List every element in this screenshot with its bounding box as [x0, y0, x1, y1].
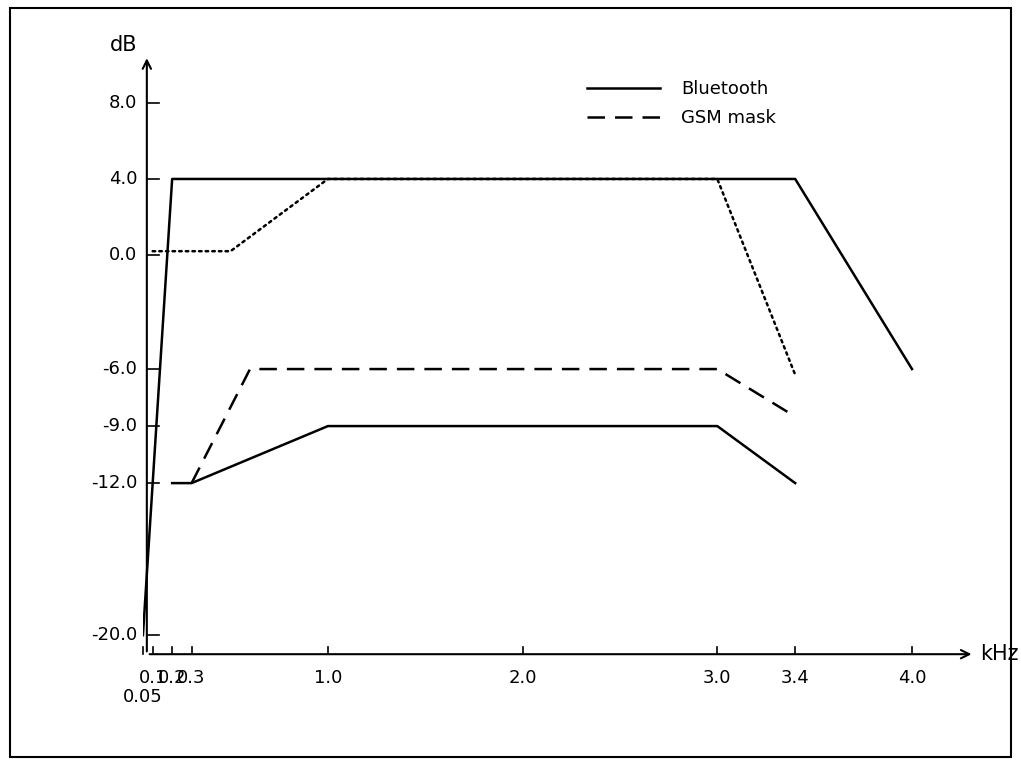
Text: -9.0: -9.0: [102, 417, 137, 435]
Text: 0.0: 0.0: [109, 246, 137, 264]
Legend: Bluetooth, GSM mask: Bluetooth, GSM mask: [587, 80, 776, 127]
Text: 3.0: 3.0: [703, 669, 732, 688]
Text: kHz: kHz: [980, 644, 1019, 664]
Text: 0.3: 0.3: [178, 669, 206, 688]
Text: 4.0: 4.0: [108, 170, 137, 188]
Text: 0.05: 0.05: [124, 688, 162, 706]
Text: 4.0: 4.0: [897, 669, 926, 688]
Text: dB: dB: [109, 35, 137, 55]
Text: 0.2: 0.2: [158, 669, 187, 688]
Text: 2.0: 2.0: [508, 669, 537, 688]
Text: 8.0: 8.0: [108, 94, 137, 112]
Text: 3.4: 3.4: [781, 669, 810, 688]
Text: -6.0: -6.0: [102, 360, 137, 378]
Text: 1.0: 1.0: [313, 669, 342, 688]
Text: -20.0: -20.0: [91, 627, 137, 644]
Text: -12.0: -12.0: [91, 474, 137, 492]
Text: 0.1: 0.1: [139, 669, 166, 688]
